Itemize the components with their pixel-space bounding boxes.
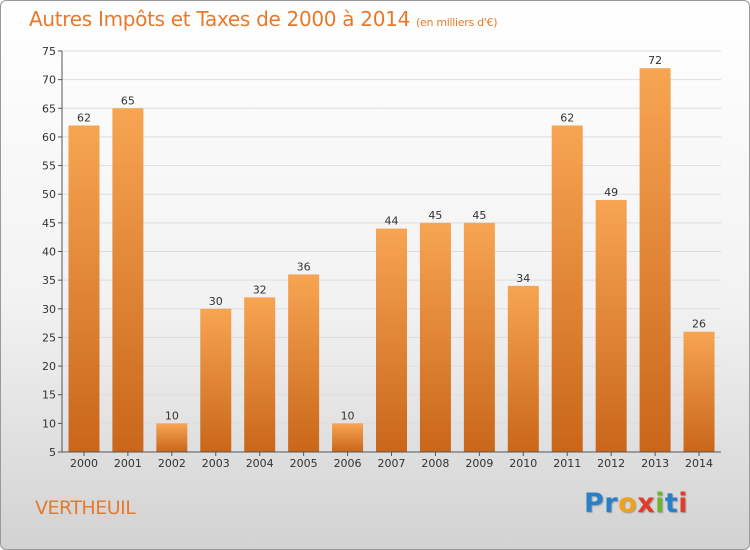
data-label: 32 — [253, 283, 267, 296]
commune-name: VERTHEUIL — [35, 497, 136, 519]
x-tick-label: 2012 — [597, 457, 625, 470]
axes: 5 10 15 20 25 30 35 40 45 50 55 60 65 70 75 2000 2001 200… — [42, 45, 721, 470]
y-tick-label: 60 — [42, 131, 56, 144]
bar — [551, 125, 583, 452]
bar — [68, 125, 100, 452]
y-tick-label: 20 — [42, 360, 56, 373]
x-tick-label: 2004 — [246, 457, 274, 470]
y-tick-label: 25 — [42, 331, 56, 344]
bars: 62 65 10 30 32 36 10 44 45 45 34 62 49 72 26 — [68, 54, 715, 453]
bar — [156, 423, 188, 452]
logo-letter: P — [584, 488, 605, 519]
bar — [288, 274, 320, 452]
y-tick-label: 40 — [42, 246, 56, 259]
bar — [200, 308, 232, 452]
bar — [507, 285, 539, 452]
data-label: 45 — [472, 209, 486, 222]
bar — [244, 297, 276, 452]
bar — [419, 222, 451, 452]
x-tick-label: 2001 — [114, 457, 142, 470]
title-unit: (en milliers d'€) — [416, 16, 498, 29]
y-tick-label: 75 — [42, 45, 56, 58]
y-tick-label: 5 — [49, 446, 56, 459]
data-label: 34 — [516, 272, 530, 285]
x-tick-label: 2009 — [465, 457, 493, 470]
x-tick-label: 2002 — [158, 457, 186, 470]
logo-letter: t — [664, 488, 679, 519]
data-label: 62 — [560, 111, 574, 124]
x-tick-label: 2013 — [641, 457, 669, 470]
logo-letter: i — [678, 488, 689, 519]
x-tick-label: 2011 — [553, 457, 581, 470]
y-tick-label: 50 — [42, 188, 56, 201]
data-label: 72 — [648, 54, 662, 67]
y-tick-label: 15 — [42, 389, 56, 402]
data-label: 45 — [428, 209, 442, 222]
y-tick-label: 55 — [42, 160, 56, 173]
data-label: 44 — [385, 215, 399, 228]
data-label: 49 — [604, 186, 618, 199]
data-label: 62 — [77, 111, 91, 124]
bar — [376, 228, 407, 452]
data-label: 10 — [341, 409, 355, 422]
x-tick-label: 2006 — [334, 457, 362, 470]
x-tick-label: 2010 — [509, 457, 537, 470]
x-tick-label: 2003 — [202, 457, 230, 470]
x-tick-label: 2008 — [421, 457, 449, 470]
chart-title: Autres Impôts et Taxes de 2000 à 2014 (en… — [29, 7, 497, 31]
x-tick-label: 2000 — [70, 457, 98, 470]
y-tick-label: 10 — [42, 417, 56, 430]
data-label: 30 — [209, 295, 223, 308]
bar — [463, 222, 495, 452]
logo-letter: i — [655, 488, 665, 519]
bar — [112, 108, 144, 453]
x-tick-label: 2005 — [290, 457, 318, 470]
data-label: 65 — [121, 94, 135, 107]
y-tick-label: 45 — [42, 217, 56, 230]
x-tick-label: 2014 — [685, 457, 713, 470]
y-tick-label: 35 — [42, 274, 56, 287]
bar — [683, 331, 715, 452]
bar — [332, 423, 364, 452]
data-label: 10 — [165, 409, 179, 422]
x-tick-label: 2007 — [378, 457, 406, 470]
logo-letter: r — [604, 488, 619, 519]
data-label: 36 — [297, 260, 311, 273]
y-tick-label: 30 — [42, 303, 56, 316]
y-tick-label: 65 — [42, 102, 56, 115]
bar — [595, 199, 627, 452]
proxiti-logo: Proxiti — [584, 488, 688, 519]
data-label: 26 — [692, 318, 706, 331]
bar — [639, 68, 671, 452]
y-tick-label: 70 — [42, 74, 56, 87]
title-text: Autres Impôts et Taxes de 2000 à 2014 — [29, 7, 410, 31]
logo-letter: o — [618, 488, 638, 519]
logo-letter: x — [637, 488, 656, 519]
